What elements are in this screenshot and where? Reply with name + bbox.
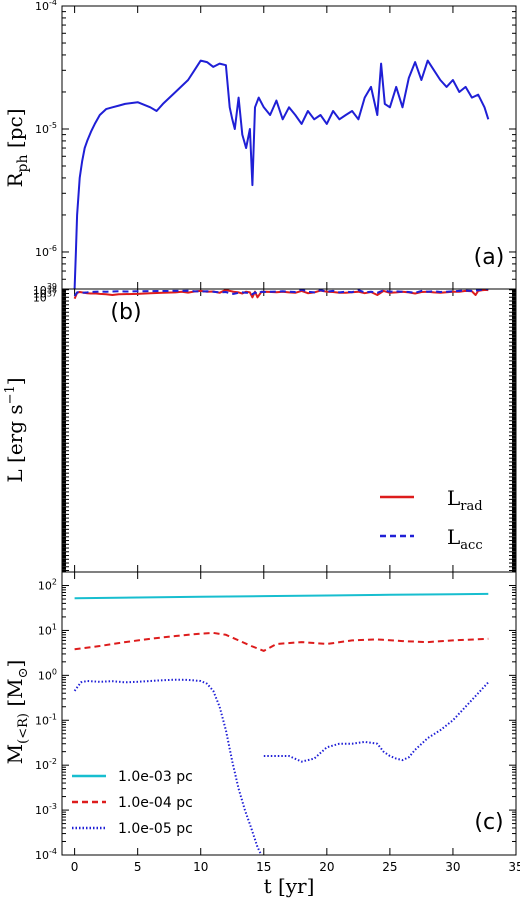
legend-lacc-label: Lacc xyxy=(447,525,483,553)
panel-c-ylabel: M(<R) [M⊙] xyxy=(3,660,31,765)
series-line xyxy=(73,678,263,855)
panel-c-frame xyxy=(61,571,517,856)
panel-b-legend: Lrad Lacc xyxy=(380,486,483,553)
series-line xyxy=(263,681,490,763)
series-line xyxy=(74,631,489,652)
x-tick-label: 20 xyxy=(319,860,334,874)
y-tick-label: 10-2 xyxy=(35,757,57,772)
y-tick-label: 10-4 xyxy=(35,0,57,13)
y-tick-label: 102 xyxy=(38,578,57,593)
x-tick-label: 30 xyxy=(445,860,460,874)
legend-1e-4-label: 1.0e-04 pc xyxy=(118,795,193,811)
panel-c-xlabel: t [yr] xyxy=(264,874,315,898)
x-tick-label: 5 xyxy=(134,860,142,874)
series-line xyxy=(73,289,489,297)
panel-c-ticks: 10-4 10-3 10-2 10-1 100 101 102 0 5 10 15 20 25 30 35 xyxy=(35,571,520,874)
panel-c-series xyxy=(73,592,490,855)
y-tick-label: 10-1 xyxy=(35,712,57,727)
panel-b-ylabel: L [erg s−1] xyxy=(3,377,27,482)
y-tick-label: 10-5 xyxy=(35,121,57,136)
panel-c-legend: 1.0e-03 pc 1.0e-04 pc 1.0e-05 pc xyxy=(72,769,193,837)
y-tick-label: 101 xyxy=(38,622,57,637)
y-tick-label: 100 xyxy=(38,667,57,682)
panel-a-ticks: 10-6 10-5 10-4 xyxy=(35,0,517,290)
x-tick-label: 10 xyxy=(193,860,208,874)
x-tick-label: 35 xyxy=(508,860,520,874)
legend-1e-3-label: 1.0e-03 pc xyxy=(118,769,193,785)
y-tick-label: 10-4 xyxy=(35,847,57,862)
panel-a-label: (a) xyxy=(474,245,505,270)
y-tick-label: 1038 xyxy=(33,286,57,301)
panel-b-series xyxy=(73,289,489,300)
y-tick-label: 1037 xyxy=(33,289,57,304)
series-line xyxy=(73,59,490,289)
legend-lrad-label: Lrad xyxy=(447,486,483,514)
legend-1e-5-label: 1.0e-05 pc xyxy=(118,821,193,837)
x-tick-label: 0 xyxy=(71,860,79,874)
x-tick-label: 25 xyxy=(382,860,397,874)
y-tick-label: 1039 xyxy=(33,282,57,297)
panel-c-label: (c) xyxy=(474,810,503,835)
y-tick-label: 10-6 xyxy=(35,244,57,259)
x-tick-label: 15 xyxy=(256,860,271,874)
y-tick-label: 10-3 xyxy=(35,802,57,817)
panel-a-series xyxy=(73,59,490,289)
panel-b-label: (b) xyxy=(110,300,141,325)
panel-a-ylabel: Rph [pc] xyxy=(3,108,31,187)
series-line xyxy=(74,592,489,600)
